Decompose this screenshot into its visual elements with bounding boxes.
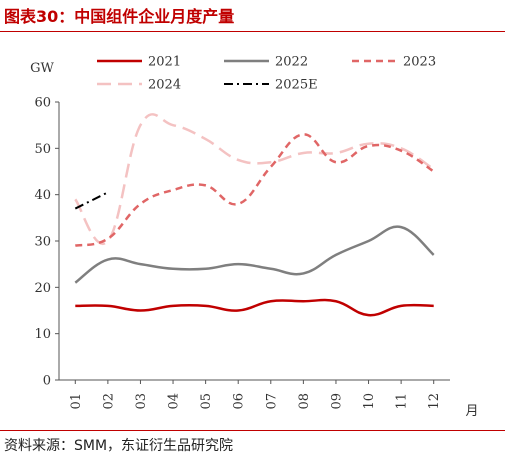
legend-label-2022: 2022	[275, 55, 308, 70]
series-line-2024	[74, 113, 435, 245]
y-tick-label: 50	[34, 142, 51, 157]
x-tick-label: 05	[199, 393, 214, 410]
legend: 2021 2022 2023 2024 2025E	[97, 55, 436, 93]
x-tick-label: 06	[232, 393, 247, 410]
series-line-2025E	[74, 191, 109, 210]
line-chart: 0 10 20 30 40 50 60 GW 01 02 03 04 05 06 07 08 09 10 11 12 月…	[30, 55, 478, 420]
legend-label-2024: 2024	[148, 78, 181, 93]
legend-label-2025E: 2025E	[275, 78, 318, 93]
x-tick-label: 02	[101, 393, 116, 410]
y-axis-label: GW	[30, 61, 54, 76]
x-tick-label: 07	[264, 393, 279, 410]
series-line-2022	[74, 225, 435, 284]
x-tick-label: 12	[427, 393, 442, 410]
x-tick-label: 08	[297, 393, 312, 410]
x-tick-label: 03	[134, 393, 149, 410]
x-tick-label: 10	[362, 393, 377, 410]
source-note: 资料来源：SMM，东证衍生品研究院	[4, 438, 234, 454]
legend-label-2021: 2021	[148, 55, 181, 70]
y-tick-label: 60	[34, 96, 51, 111]
bottom-divider	[0, 430, 505, 431]
x-tick-label: 11	[395, 393, 410, 410]
y-tick-label: 30	[34, 235, 51, 250]
chart-title: 图表30：中国组件企业月度产量	[4, 7, 235, 26]
y-tick-label: 20	[34, 281, 51, 296]
x-tick-label: 01	[69, 393, 84, 410]
series-layer	[74, 113, 435, 317]
legend-label-2023: 2023	[403, 55, 436, 70]
y-tick-label: 10	[34, 327, 51, 342]
x-tick-label: 04	[167, 393, 182, 410]
series-line-2021	[75, 298, 434, 317]
y-tick-label: 0	[43, 374, 51, 389]
y-tick-label: 40	[34, 188, 51, 203]
x-tick-label: 09	[329, 393, 344, 410]
series-line-2023	[75, 133, 435, 247]
axes: 0 10 20 30 40 50 60 GW 01 02 03 04 05 06 07 08 09 10 11 12 月	[30, 61, 478, 419]
top-divider	[0, 31, 505, 32]
x-axis-label: 月	[465, 404, 478, 419]
